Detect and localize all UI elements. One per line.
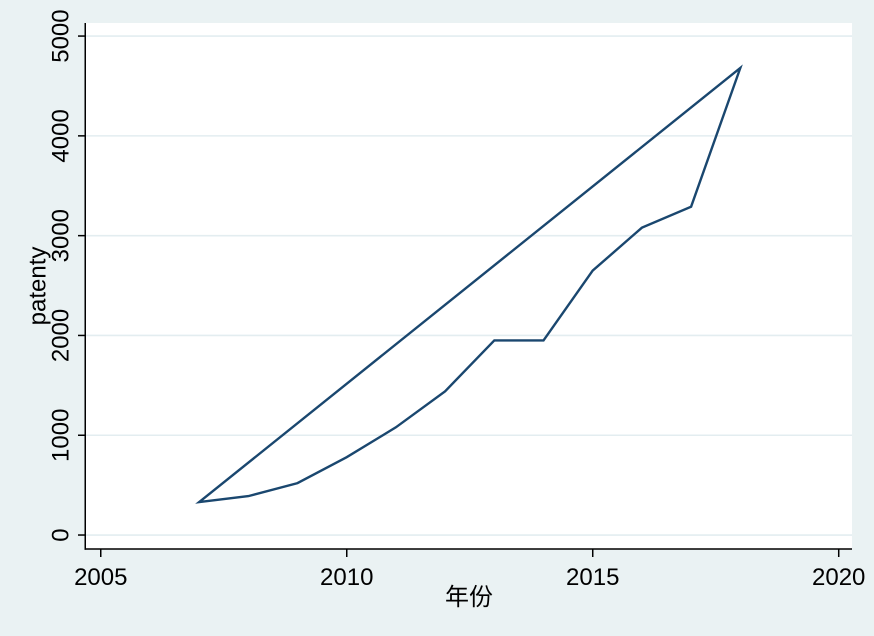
y-tick-label: 4000 xyxy=(48,109,75,162)
y-tick-label: 5000 xyxy=(48,9,75,62)
data-line xyxy=(195,64,743,504)
x-tick-label: 2020 xyxy=(812,564,865,591)
x-tick-label: 2010 xyxy=(320,564,373,591)
y-tick-label: 2000 xyxy=(48,309,75,362)
x-tick-label: 2015 xyxy=(566,564,619,591)
y-tick-labels-group: 0 1000 2000 3000 4000 5000 xyxy=(48,9,75,541)
y-axis-title: patenty xyxy=(25,247,52,326)
gridlines-group xyxy=(86,35,852,536)
x-tick-label: 2005 xyxy=(74,564,127,591)
y-ticks-group xyxy=(78,35,86,536)
x-axis-title: 年份 xyxy=(445,584,493,611)
y-tick-label: 0 xyxy=(48,528,75,541)
x-ticks-group xyxy=(100,549,840,557)
y-tick-label: 3000 xyxy=(48,209,75,262)
y-tick-label: 1000 xyxy=(48,409,75,462)
x-tick-labels-group: 2005 2010 2015 2020 xyxy=(74,564,865,591)
